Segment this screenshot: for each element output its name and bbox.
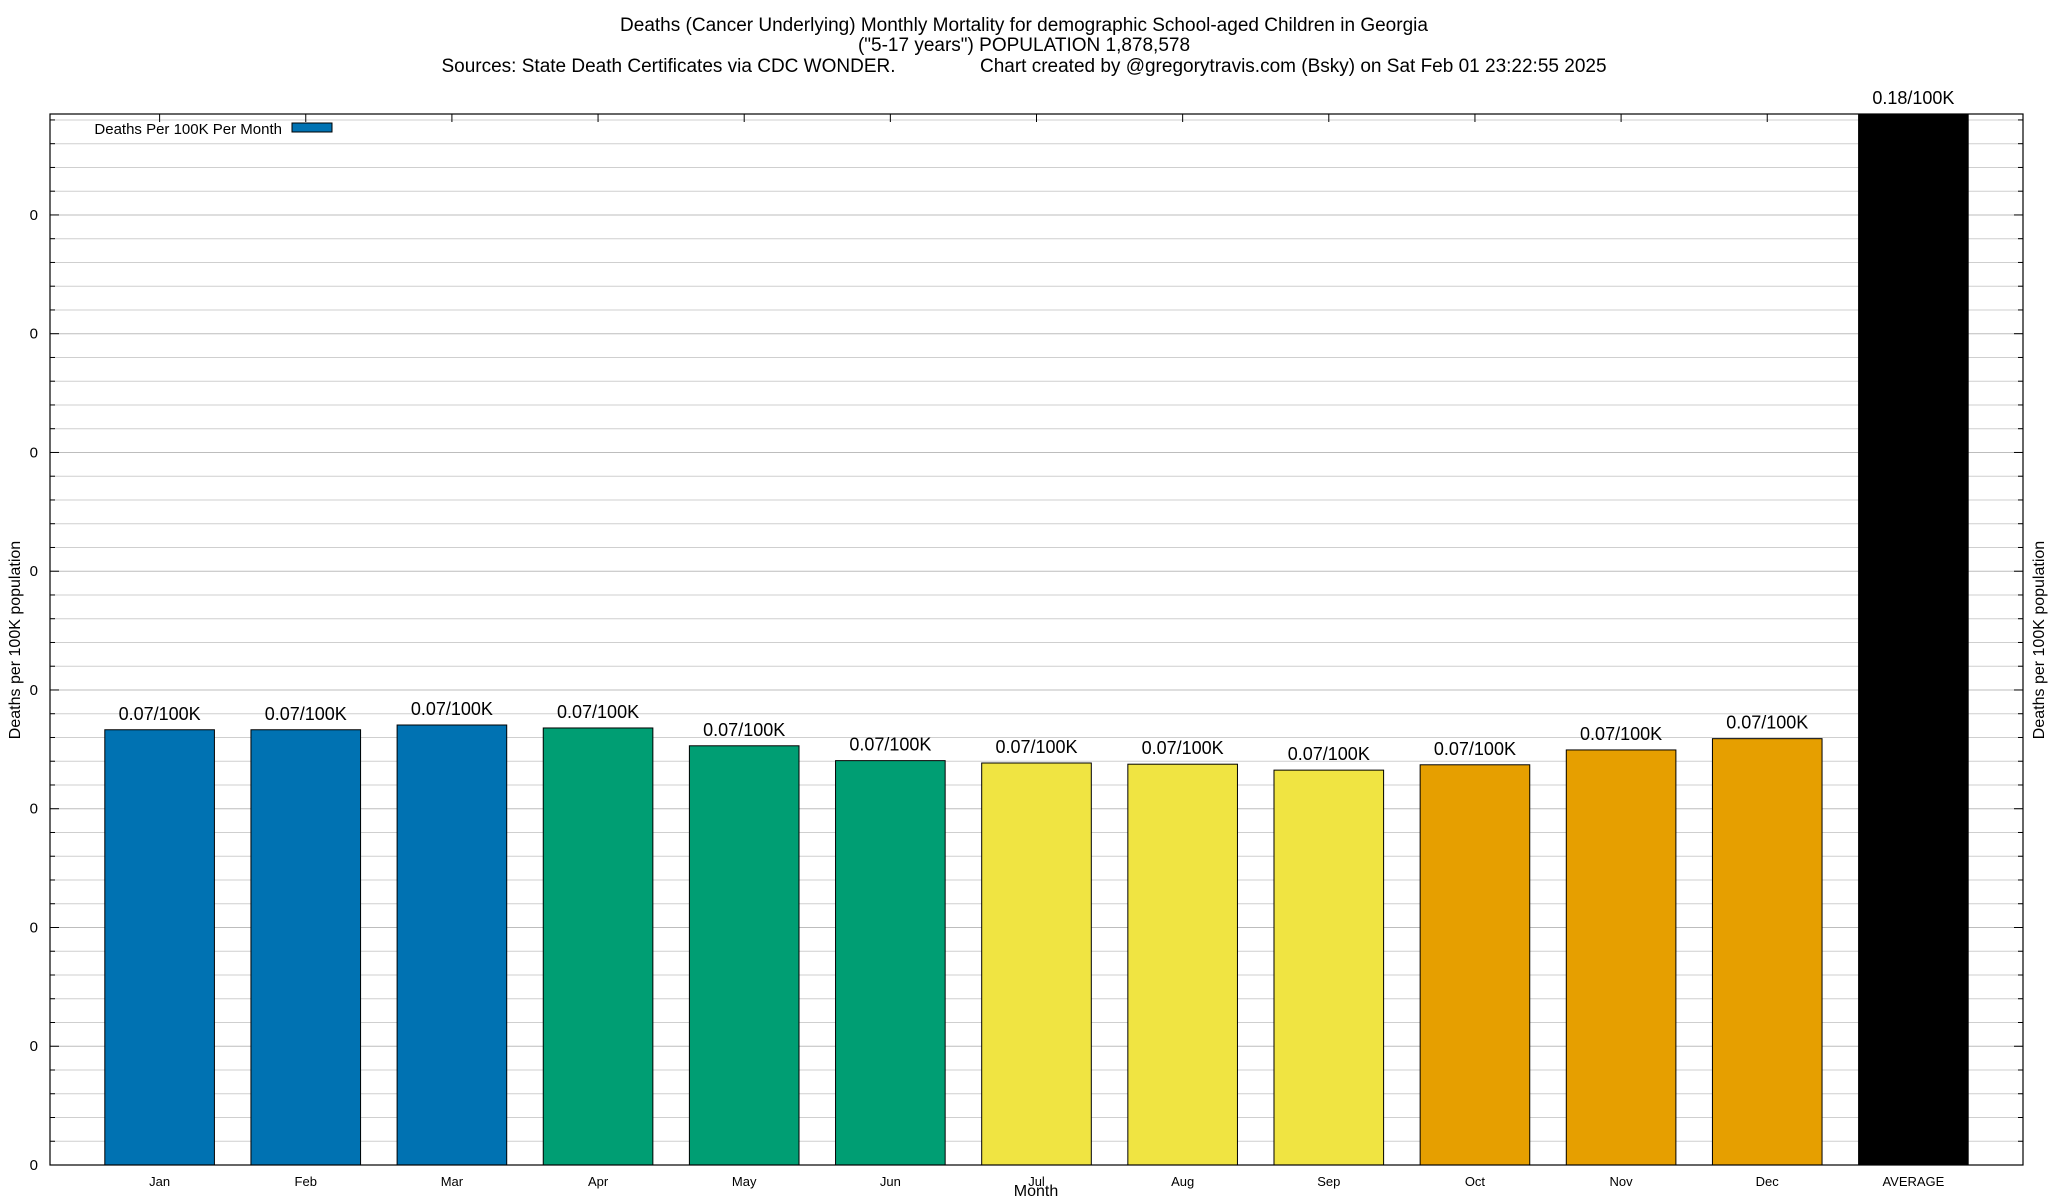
y-tick-labels: 0 0 0 0 0 0 0 0 0: [30, 207, 38, 1174]
x-tick-label-dec: Dec: [1756, 1174, 1780, 1189]
data-label-average: 0.18/100K: [1872, 88, 1954, 108]
data-label-oct: 0.07/100K: [1434, 739, 1516, 759]
y-tick-label: 0: [30, 444, 38, 461]
y2-axis-label: Deaths per 100K population: [2031, 541, 2048, 739]
y-tick-label: 0: [30, 207, 38, 224]
bar-jun: [835, 760, 946, 1166]
x-tick-label-apr: Apr: [588, 1174, 609, 1189]
data-label-nov: 0.07/100K: [1580, 724, 1662, 744]
bar-average: [1858, 113, 1969, 1166]
bar-apr: [542, 727, 654, 1166]
chart-title-line-1: Deaths (Cancer Underlying) Monthly Morta…: [620, 15, 1428, 36]
x-tick-label-average: AVERAGE: [1882, 1174, 1944, 1189]
y-tick-label: 0: [30, 1038, 38, 1055]
data-label-aug: 0.07/100K: [1142, 738, 1224, 758]
x-tick-label-jan: Jan: [149, 1174, 170, 1189]
y-tick-label: 0: [30, 326, 38, 343]
bar-jan: [104, 729, 215, 1166]
y-tick-label: 0: [30, 919, 38, 936]
x-tick-label-feb: Feb: [295, 1174, 317, 1189]
bar-oct: [1419, 764, 1531, 1166]
data-label-jun: 0.07/100K: [849, 735, 931, 755]
legend-swatch: [291, 122, 333, 133]
data-label-apr: 0.07/100K: [557, 702, 639, 722]
data-label-mar: 0.07/100K: [411, 699, 493, 719]
bar-sep: [1273, 769, 1385, 1166]
data-label-jan: 0.07/100K: [119, 704, 201, 724]
x-tick-label-mar: Mar: [441, 1174, 464, 1189]
x-tick-label-sep: Sep: [1317, 1174, 1340, 1189]
y-tick-label: 0: [30, 563, 38, 580]
data-label-jul: 0.07/100K: [995, 737, 1077, 757]
chart-title-line-2: ("5-17 years") POPULATION 1,878,578: [858, 35, 1190, 56]
bar-dec: [1711, 738, 1823, 1166]
x-tick-label-may: May: [732, 1174, 757, 1189]
bar-feb: [250, 729, 362, 1166]
bar-jul: [981, 762, 1092, 1166]
bar-nov: [1565, 749, 1677, 1166]
data-label-may: 0.07/100K: [703, 720, 785, 740]
y-tick-label: 0: [30, 801, 38, 818]
chart-title-line-3: Sources: State Death Certificates via CD…: [441, 56, 1606, 77]
plot-frame: [49, 113, 2024, 1166]
bars: [104, 113, 1969, 1166]
x-tick-label-jul: Jul: [1028, 1174, 1045, 1189]
legend-label: Deaths Per 100K Per Month: [94, 121, 282, 138]
x-axis-label: Month: [1014, 1183, 1058, 1200]
data-labels: 0.07/100K 0.07/100K 0.07/100K 0.07/100K 0.07…: [119, 88, 1955, 764]
x-tick-label-aug: Aug: [1171, 1174, 1194, 1189]
bar-may: [688, 745, 800, 1166]
x-tick-label-jun: Jun: [880, 1174, 901, 1189]
y-tick-label: 0: [30, 1157, 38, 1174]
data-label-sep: 0.07/100K: [1288, 744, 1370, 764]
bar-mar: [396, 724, 508, 1166]
bar-aug: [1127, 763, 1238, 1166]
data-label-feb: 0.07/100K: [265, 704, 347, 724]
data-label-dec: 0.07/100K: [1726, 713, 1808, 733]
legend: Deaths Per 100K Per Month: [94, 121, 333, 138]
x-tick-label-nov: Nov: [1610, 1174, 1634, 1189]
y-tick-label: 0: [30, 682, 38, 699]
x-tick-label-oct: Oct: [1465, 1174, 1486, 1189]
y-axis-label: Deaths per 100K population: [7, 541, 24, 739]
x-tick-labels: Jan Feb Mar Apr May Jun Jul Aug Sep Oct Nov Dec AVER…: [149, 1174, 1945, 1189]
